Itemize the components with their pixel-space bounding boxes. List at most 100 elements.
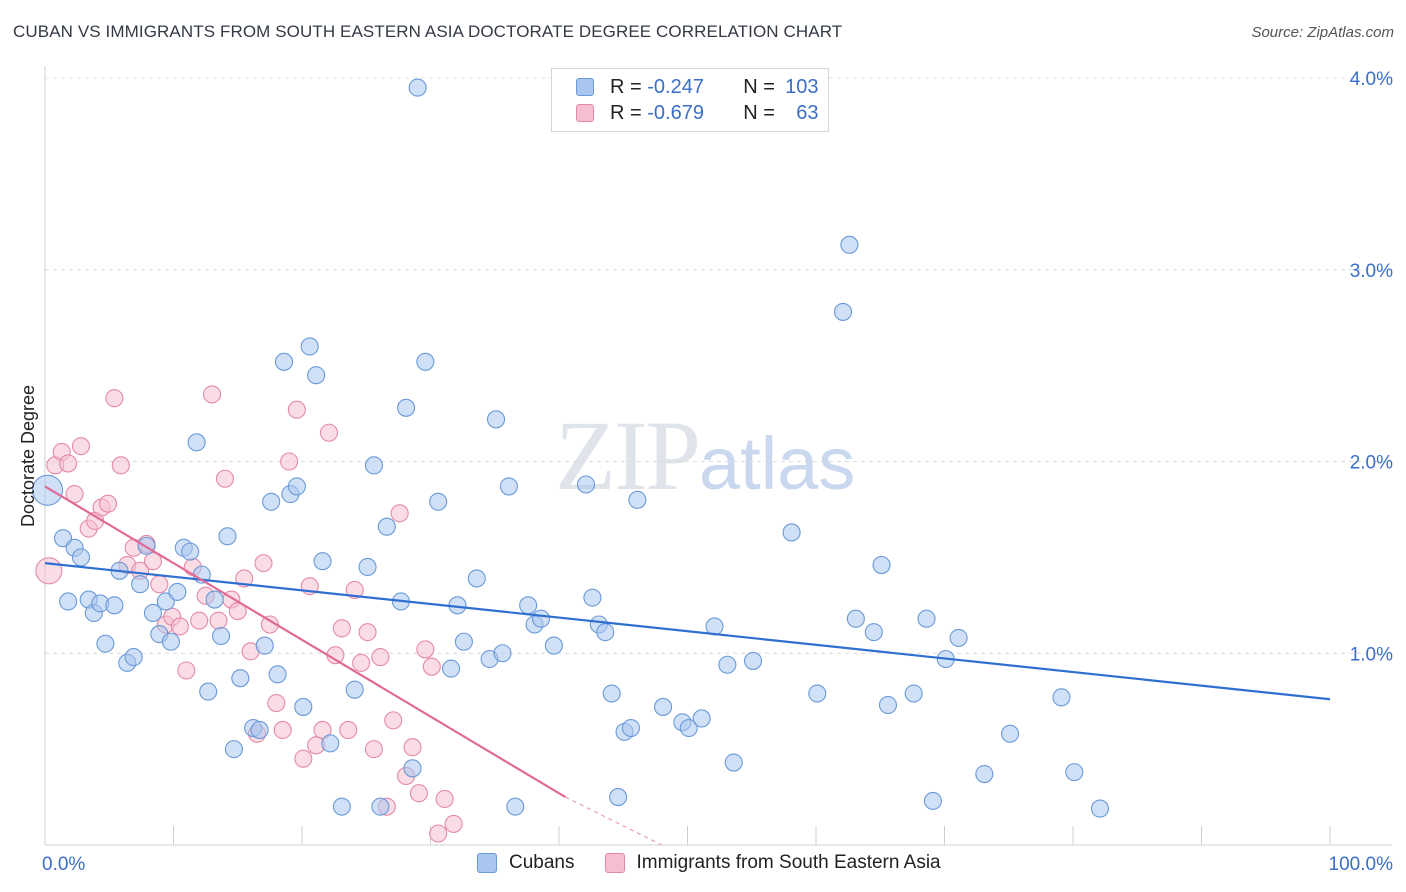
point-immigrants bbox=[111, 456, 130, 475]
point-cubans bbox=[377, 517, 396, 536]
point-immigrants bbox=[364, 740, 384, 759]
point-cubans bbox=[143, 603, 162, 623]
point-immigrants bbox=[319, 423, 339, 442]
point-cubans bbox=[59, 592, 78, 611]
point-cubans bbox=[268, 665, 287, 684]
point-cubans bbox=[131, 575, 150, 594]
point-immigrants bbox=[273, 720, 292, 740]
point-immigrants bbox=[416, 640, 435, 659]
point-immigrants bbox=[203, 385, 222, 404]
point-immigrants bbox=[280, 452, 299, 471]
point-cubans bbox=[724, 753, 743, 772]
point-cubans bbox=[71, 548, 91, 567]
legend-item-immigrants[interactable]: Immigrants from South Eastern Asia bbox=[604, 852, 941, 874]
point-cubans bbox=[506, 797, 525, 816]
point-immigrants bbox=[358, 623, 377, 642]
point-cubans bbox=[321, 734, 340, 753]
watermark-atlas: atlas bbox=[699, 422, 856, 505]
point-cubans bbox=[454, 632, 473, 651]
point-cubans bbox=[96, 634, 115, 653]
point-cubans bbox=[332, 797, 351, 816]
point-cubans bbox=[808, 684, 827, 703]
point-cubans bbox=[161, 632, 180, 651]
legend-r-value: -0.679 bbox=[647, 101, 704, 124]
point-cubans bbox=[262, 492, 281, 511]
point-cubans bbox=[596, 623, 615, 642]
chart-title: CUBAN VS IMMIGRANTS FROM SOUTH EASTERN A… bbox=[13, 22, 843, 41]
legend-r-value: -0.247 bbox=[647, 75, 704, 98]
point-cubans bbox=[878, 695, 898, 715]
point-cubans bbox=[654, 697, 673, 716]
y-axis-label: Doctorate Degree bbox=[18, 385, 38, 527]
point-cubans bbox=[403, 759, 422, 778]
point-cubans bbox=[576, 475, 596, 494]
point-immigrants bbox=[313, 720, 332, 740]
point-immigrants bbox=[170, 617, 189, 636]
point-immigrants bbox=[332, 619, 351, 638]
point-cubans bbox=[531, 609, 551, 628]
legend-r-label: R = bbox=[610, 101, 648, 124]
point-immigrants bbox=[435, 789, 454, 809]
point-immigrants bbox=[143, 552, 162, 571]
point-immigrants bbox=[345, 580, 364, 600]
trend-lines bbox=[44, 485, 1331, 846]
point-cubans bbox=[205, 590, 224, 609]
point-cubans bbox=[224, 740, 243, 759]
point-cubans bbox=[864, 623, 883, 642]
y-tick-label: 2.0% bbox=[1350, 453, 1393, 474]
point-cubans bbox=[519, 596, 538, 615]
point-cubans bbox=[307, 366, 326, 385]
point-immigrants bbox=[215, 469, 234, 488]
point-immigrants bbox=[339, 720, 358, 740]
point-immigrants bbox=[429, 824, 448, 843]
point-cubans bbox=[499, 477, 518, 496]
tick-labels: 1.0% 2.0% 3.0% 4.0% 0.0% 100.0% bbox=[42, 69, 1393, 875]
legend-swatch-cubans bbox=[576, 78, 594, 96]
point-cubans bbox=[429, 492, 448, 511]
watermark-zip: ZIP bbox=[555, 400, 701, 511]
point-cubans bbox=[846, 609, 865, 628]
point-cubans bbox=[609, 788, 628, 807]
point-cubans bbox=[211, 626, 231, 646]
point-cubans bbox=[743, 651, 763, 670]
point-cubans bbox=[274, 352, 294, 371]
point-immigrants bbox=[98, 494, 118, 513]
point-cubans bbox=[199, 682, 218, 701]
point-cubans bbox=[692, 709, 711, 728]
legend-item-cubans[interactable]: Cubans bbox=[477, 852, 575, 874]
point-immigrants bbox=[150, 575, 169, 594]
point-cubans bbox=[782, 523, 801, 542]
point-cubans bbox=[1065, 763, 1084, 782]
point-immigrants bbox=[267, 694, 286, 713]
point-cubans bbox=[53, 529, 73, 548]
point-cubans bbox=[486, 410, 506, 429]
point-immigrants bbox=[177, 661, 196, 680]
point-immigrants bbox=[384, 711, 403, 730]
legend-r-label: R = bbox=[610, 75, 648, 98]
point-cubans bbox=[345, 680, 364, 699]
source-label: Source: ZipAtlas.com bbox=[1251, 24, 1394, 41]
point-cubans bbox=[156, 592, 175, 611]
series-legend: Cubans Immigrants from South Eastern Asi… bbox=[477, 852, 971, 874]
legend-label-cubans: Cubans bbox=[509, 852, 575, 873]
point-cubans bbox=[583, 588, 602, 607]
point-immigrants bbox=[371, 648, 390, 667]
point-cubans bbox=[250, 720, 269, 740]
point-immigrants bbox=[71, 437, 91, 456]
point-cubans bbox=[408, 78, 427, 97]
point-cubans bbox=[416, 352, 435, 371]
legend-swatch-immigrants bbox=[604, 853, 625, 873]
point-cubans bbox=[105, 596, 124, 615]
point-immigrants bbox=[35, 557, 63, 585]
legend-n-value: 103 bbox=[785, 75, 819, 98]
x-tick-label: 0.0% bbox=[42, 854, 85, 875]
axes bbox=[44, 66, 1392, 846]
point-cubans bbox=[287, 477, 306, 496]
legend-swatch-immigrants bbox=[576, 104, 594, 122]
point-cubans bbox=[358, 557, 377, 577]
point-immigrants bbox=[105, 389, 124, 408]
point-cubans bbox=[255, 636, 274, 655]
series-cubans-points bbox=[32, 78, 1110, 818]
legend-swatch-cubans bbox=[477, 853, 497, 873]
